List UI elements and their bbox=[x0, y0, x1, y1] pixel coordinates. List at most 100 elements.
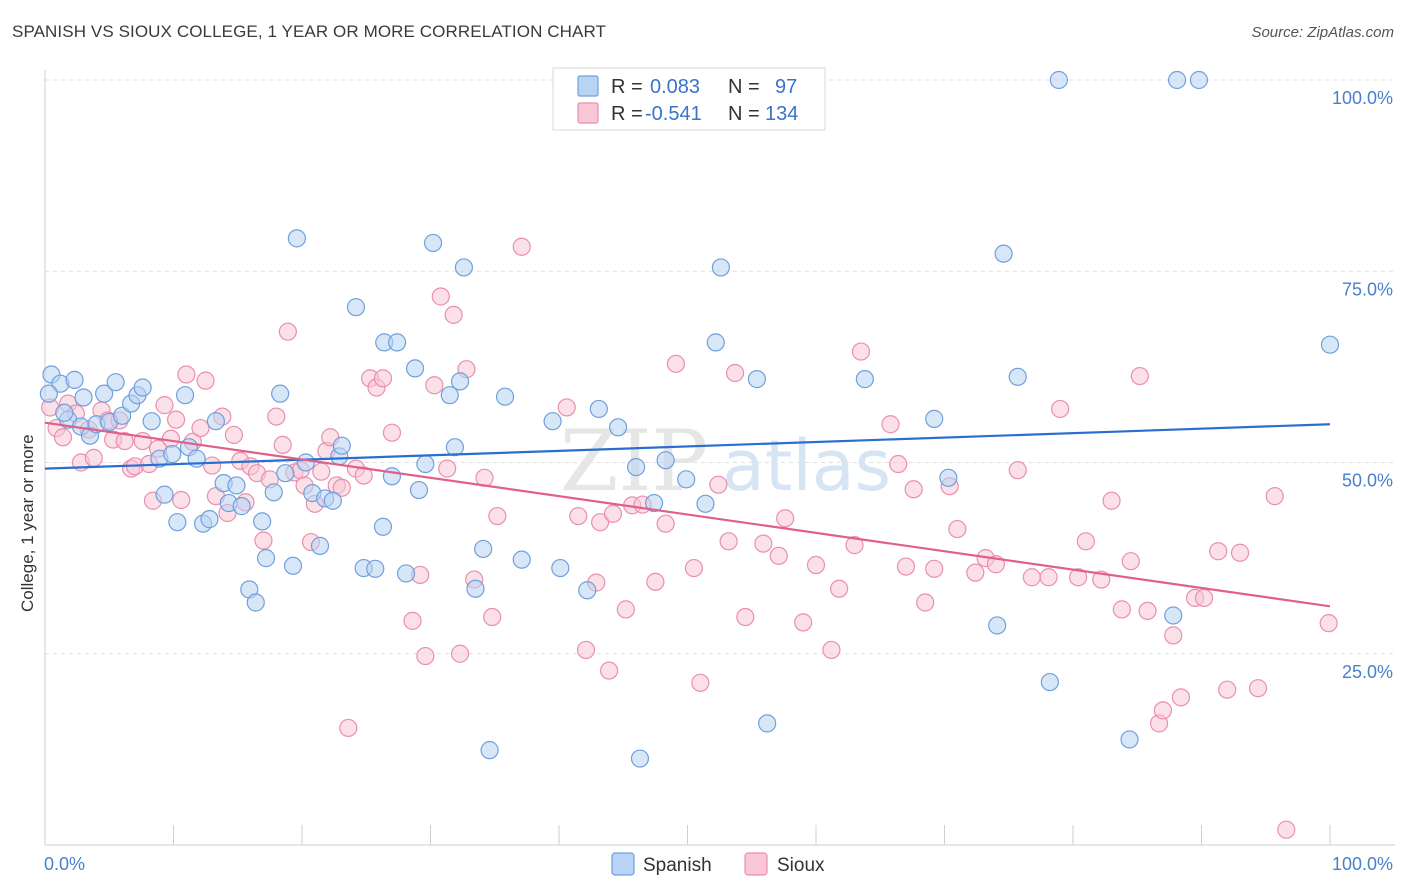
spanish-point bbox=[423, 233, 443, 253]
legend-box: R = 0.083 N = 97 R = -0.541 N = 134 bbox=[552, 67, 826, 131]
bottom-legend-swatch-sioux bbox=[744, 852, 768, 876]
x-tick-label-min: 0.0% bbox=[44, 854, 85, 874]
sioux-point bbox=[177, 365, 196, 384]
spanish-point bbox=[696, 494, 715, 513]
spanish-point bbox=[142, 412, 161, 431]
sioux-point bbox=[684, 558, 704, 578]
sioux-point bbox=[719, 532, 738, 551]
sioux-point bbox=[776, 509, 795, 528]
sioux-point bbox=[845, 536, 864, 555]
sioux-point bbox=[1022, 568, 1041, 587]
sioux-point bbox=[84, 448, 103, 468]
sioux-point bbox=[966, 563, 985, 582]
sioux-point bbox=[948, 519, 967, 539]
spanish-point bbox=[1008, 367, 1027, 386]
spanish-point bbox=[382, 467, 402, 486]
sioux-point bbox=[166, 410, 186, 429]
sioux-point bbox=[191, 418, 210, 438]
spanish-point bbox=[95, 384, 114, 403]
sioux-point bbox=[53, 428, 73, 447]
sioux-point bbox=[1153, 701, 1173, 720]
sioux-point bbox=[488, 506, 507, 526]
spanish-point bbox=[323, 491, 342, 510]
sioux-point bbox=[202, 456, 222, 475]
spanish-point bbox=[387, 333, 407, 352]
legend-r-label-sioux: R = bbox=[611, 103, 643, 125]
sioux-point bbox=[881, 415, 900, 434]
sioux-point bbox=[431, 287, 450, 306]
watermark: ZIP atlas bbox=[560, 412, 891, 510]
sioux-point bbox=[656, 514, 675, 533]
sioux-point bbox=[278, 322, 297, 341]
y-tick-label: 50.0% bbox=[1342, 471, 1393, 491]
sioux-point bbox=[1218, 680, 1237, 699]
sioux-point bbox=[1319, 614, 1338, 633]
spanish-point bbox=[396, 564, 416, 583]
sioux-point bbox=[1102, 491, 1121, 510]
spanish-point bbox=[310, 536, 330, 555]
spanish-point bbox=[55, 403, 74, 422]
spanish-point bbox=[626, 457, 646, 477]
spanish-point bbox=[589, 399, 608, 419]
sioux-point bbox=[1171, 688, 1191, 707]
sioux-point bbox=[438, 459, 457, 478]
sioux-point bbox=[794, 613, 813, 632]
spanish-point bbox=[253, 512, 272, 531]
spanish-point bbox=[256, 549, 276, 568]
watermark-atlas: atlas bbox=[722, 425, 891, 507]
sioux-point bbox=[754, 534, 773, 553]
legend-r-value-sioux: -0.541 bbox=[645, 103, 702, 125]
legend-n-label-sioux: N = bbox=[728, 103, 760, 125]
spanish-point bbox=[65, 370, 84, 389]
spanish-point bbox=[450, 372, 470, 391]
sioux-point bbox=[332, 478, 351, 497]
spanish-point bbox=[283, 556, 303, 575]
sioux-point bbox=[1076, 532, 1095, 551]
spanish-point bbox=[346, 298, 366, 317]
spanish-point bbox=[296, 453, 315, 472]
legend-n-label-spanish: N = bbox=[728, 76, 760, 98]
sioux-points bbox=[41, 237, 1338, 839]
sioux-point bbox=[254, 531, 273, 550]
spanish-point bbox=[133, 378, 152, 397]
spanish-point bbox=[706, 333, 725, 352]
sioux-point bbox=[916, 593, 935, 612]
y-tick-label: 75.0% bbox=[1342, 279, 1393, 299]
grid-lines bbox=[45, 79, 1395, 655]
sioux-point bbox=[1138, 601, 1157, 621]
spanish-point bbox=[276, 464, 295, 483]
sioux-point bbox=[569, 506, 588, 526]
sioux-point bbox=[1039, 568, 1058, 587]
sioux-point bbox=[155, 396, 174, 415]
spanish-point bbox=[1049, 70, 1068, 90]
spanish-point bbox=[551, 558, 570, 578]
sioux-point bbox=[1248, 679, 1268, 698]
x-tick-label-max: 100.0% bbox=[1332, 854, 1393, 874]
sioux-point bbox=[1194, 588, 1214, 608]
spanish-point bbox=[1320, 335, 1340, 354]
sioux-point bbox=[1277, 820, 1296, 839]
spanish-points bbox=[39, 70, 1340, 768]
sioux-point bbox=[416, 646, 435, 666]
sioux-point bbox=[1112, 600, 1131, 619]
sioux-point bbox=[382, 423, 402, 442]
spanish-point bbox=[416, 454, 435, 474]
spanish-point bbox=[440, 386, 459, 405]
sioux-point bbox=[691, 673, 710, 692]
spanish-point bbox=[656, 451, 675, 470]
sioux-point bbox=[709, 475, 728, 494]
sioux-point bbox=[646, 572, 665, 591]
sioux-point bbox=[403, 611, 422, 630]
sioux-point bbox=[896, 557, 916, 576]
spanish-point bbox=[405, 359, 425, 378]
spanish-point bbox=[512, 550, 531, 569]
spanish-point bbox=[1120, 730, 1139, 749]
legend-r-value-spanish: 0.083 bbox=[650, 76, 700, 98]
legend-n-value-sioux: 134 bbox=[765, 103, 798, 125]
tick-labels: 25.0% 50.0% 75.0% 100.0% 0.0% 100.0% bbox=[44, 88, 1393, 874]
sioux-point bbox=[1209, 542, 1228, 561]
sioux-point bbox=[1008, 461, 1027, 480]
bottom-legend: Spanish Sioux bbox=[611, 852, 825, 876]
sioux-point bbox=[1230, 543, 1250, 562]
spanish-point bbox=[630, 749, 650, 768]
